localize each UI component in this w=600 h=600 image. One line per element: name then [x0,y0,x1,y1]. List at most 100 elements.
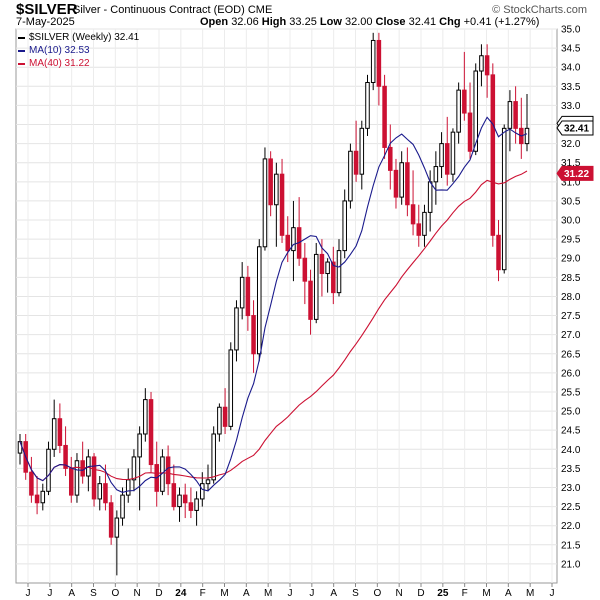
ma10-line [19,116,528,493]
low-value: 32.00 [344,16,373,28]
candle-body [285,234,291,252]
x-tick-label: A [243,588,250,599]
candle-body [405,162,410,206]
x-tick-label: N [396,588,403,599]
chart-header: $SILVER Silver - Continuous Contract (EO… [0,0,600,30]
y-tick-label: 23.5 [561,464,581,475]
candle-body [274,173,279,206]
candle-body [393,169,399,198]
candle-body [34,494,40,504]
legend-item-ma40: MA(40) 31.22 [18,57,139,70]
x-tick-label: 25 [437,588,449,599]
legend-item-price: $SILVER (Weekly) 32.41 [18,31,139,44]
candle-body [200,483,205,500]
chg-label: Chg [439,16,461,28]
y-tick-label: 31.0 [561,177,581,188]
x-tick-label: F [200,588,206,599]
candle-body [228,349,234,427]
last-price-tag-shape [556,120,594,136]
candle-body [422,211,427,236]
chart-subtitle: Silver - Continuous Contract (EOD) CME [73,4,272,16]
candle-body [524,127,530,145]
y-tick-label: 23.0 [561,483,581,494]
candle-body [382,85,387,148]
candle-body [439,143,444,168]
candle-body [507,101,513,129]
brand-label: © StockCharts.com [492,4,587,16]
candle-body [444,143,450,175]
candle-body [165,456,171,485]
chart-date: 7-May-2025 [16,16,75,28]
ma40-value-tag: 31.22 [556,165,594,181]
candle-body [359,127,365,175]
candle-body [313,253,319,320]
chart-legend: $SILVER (Weekly) 32.41 MA(10) 32.53 MA(4… [18,31,139,70]
legend-label-price: $SILVER (Weekly) 32.41 [29,32,140,43]
chart-symbol: $SILVER [16,1,78,18]
x-tick-label: S [352,588,359,599]
x-tick-label: A [68,588,75,599]
x-tick-label: D [417,588,424,599]
candle-body [137,433,142,458]
candle-body [177,494,182,508]
high-value: 33.25 [289,16,317,28]
y-tick-label: 21.5 [561,540,581,551]
candle-body [410,204,416,225]
candle-body [484,55,490,76]
candle-body [125,479,131,496]
candle-body [353,150,359,175]
ohlc-readout: Open 32.06 High 33.25 Low 32.00 Close 32… [200,16,539,28]
candle-body [69,467,74,496]
y-tick-label: 27.0 [561,330,581,341]
candle-body [46,448,51,492]
candle-body [268,158,273,206]
y-tick-label: 34.0 [561,63,581,74]
y-tick-label: 26.0 [561,368,581,379]
ma40-line [19,170,528,482]
candle-body [108,502,114,538]
candle-body [467,112,473,152]
x-tick-label: N [134,588,141,599]
candle-body [217,406,222,435]
chg-value: +0.41 (+1.27%) [463,16,540,28]
candle-body [29,471,34,496]
ma40-value-tag-shape [556,165,594,181]
x-tick-label: D [155,588,162,599]
candle-body [194,498,199,511]
legend-swatch-ma40 [18,62,25,65]
candle-body [331,261,336,294]
x-tick-label: M [482,588,490,599]
y-tick-label: 26.5 [561,349,581,360]
y-tick-label: 33.5 [561,82,581,93]
candle-body [222,406,228,427]
last-price-tag-text: 32.41 [564,123,589,134]
x-tick-label: A [330,588,337,599]
open-value: 32.06 [231,16,259,28]
candle-body [370,39,376,83]
legend-label-ma40: MA(40) 31.22 [29,58,90,69]
candle-body [171,483,177,508]
candle-body [302,257,308,282]
candle-body [211,433,216,481]
low-label: Low [319,16,342,28]
candle-body [291,227,296,252]
legend-label-ma10: MA(10) 32.53 [29,45,90,56]
candle-body [205,479,211,485]
candle-body [74,460,80,496]
candle-body [325,261,330,275]
candle-body [479,55,484,72]
y-tick-label: 30.0 [561,216,581,227]
y-tick-label: 24.0 [561,445,581,456]
candle-body [63,444,68,469]
high-label: High [261,16,287,28]
x-tick-label: J [26,588,31,599]
y-tick-label: 31.5 [561,158,581,169]
candle-body [513,101,518,129]
y-tick-label: 28.5 [561,273,581,284]
x-tick-label: J [288,588,293,599]
x-tick-label: M [220,588,228,599]
ma40-value-tag-text: 31.22 [564,169,589,180]
candle-body [427,181,433,213]
y-tick-label: 25.5 [561,387,581,398]
candle-body [143,399,148,435]
